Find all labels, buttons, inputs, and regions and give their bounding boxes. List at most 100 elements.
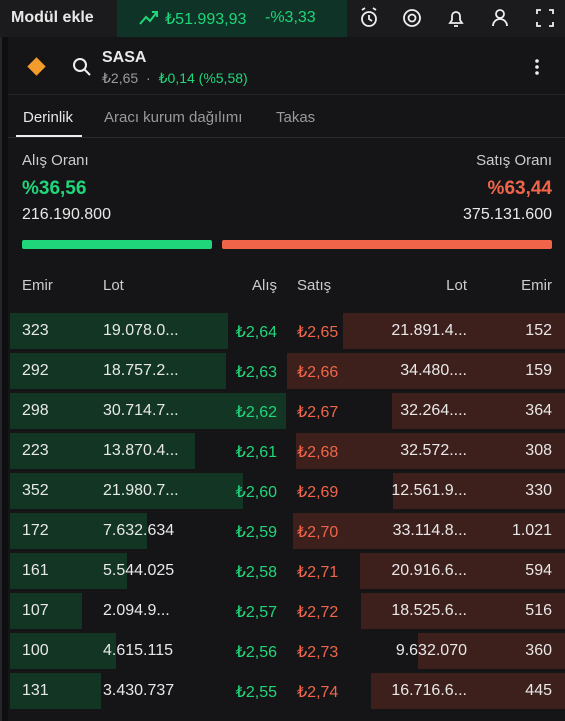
cell: 13.870.4... — [103, 442, 179, 459]
order-row: 352 21.980.7... ₺2,60 ₺2,69 12.561.9... 330 — [8, 473, 565, 509]
cell: ₺2,56 — [235, 644, 277, 661]
cell: 364 — [525, 402, 552, 419]
buy-depth-bar — [10, 393, 286, 429]
buy-depth-bar — [10, 593, 82, 629]
cell: 4.615.115 — [103, 642, 173, 659]
cell: 3.430.737 — [103, 682, 175, 699]
cell: 516 — [525, 602, 552, 619]
buy-depth-bar — [10, 473, 243, 509]
cell: 330 — [525, 482, 552, 499]
index-change: -%3,33 — [265, 9, 316, 26]
index-value: ₺51.993,93 — [165, 11, 247, 28]
buy-depth-bar — [10, 513, 147, 549]
column-header: Lot — [103, 277, 124, 294]
cell: ₺2,63 — [235, 364, 277, 381]
toolbar-icons[interactable] — [358, 6, 558, 30]
tab-active[interactable]: Derinlik — [23, 109, 74, 126]
column-header: Emir — [22, 277, 53, 294]
side-strip — [0, 37, 2, 721]
top-bar: Modül ekle ₺51.993,93 -%3,33 — [0, 0, 565, 37]
cell: 30.714.7... — [103, 402, 179, 419]
cell: ₺2,73 — [297, 644, 339, 661]
buy-depth-bar — [10, 353, 226, 389]
cell: 34.480.... — [400, 362, 467, 379]
symbol-icon — [27, 57, 46, 76]
cell: 18.757.2... — [103, 362, 179, 379]
trend-icon — [139, 11, 158, 25]
cell: 352 — [22, 482, 49, 499]
menu-icon[interactable] — [531, 57, 543, 77]
symbol[interactable]: SASA — [102, 49, 147, 66]
cell: 32.572.... — [400, 442, 467, 459]
buy-ratio-bar — [22, 240, 212, 249]
cell: 1.021 — [511, 522, 552, 539]
order-row: 161 5.544.025 ₺2,58 ₺2,71 20.916.6... 594 — [8, 553, 565, 589]
cell: 323 — [22, 322, 49, 339]
cell: 360 — [525, 642, 552, 659]
cell: 159 — [525, 362, 552, 379]
change: ₺0,14 (%5,58) — [158, 70, 248, 86]
cell: 445 — [525, 682, 552, 699]
cell: ₺2,67 — [297, 404, 339, 421]
sell-depth-bar — [293, 513, 565, 549]
cell: 161 — [22, 562, 49, 579]
cell: 21.980.7... — [103, 482, 179, 499]
cell: 292 — [22, 362, 49, 379]
cell: ₺2,74 — [297, 684, 339, 701]
search-icon[interactable] — [72, 57, 92, 77]
cell: 9.632.070 — [395, 642, 467, 659]
cell: ₺2,60 — [235, 484, 277, 501]
sell-depth-bar — [361, 593, 565, 629]
order-row: 292 18.757.2... ₺2,63 ₺2,66 34.480.... 159 — [8, 353, 565, 389]
column-header: Lot — [446, 277, 467, 294]
cell: ₺2,70 — [297, 524, 339, 541]
sell-ratio-bar — [222, 240, 552, 249]
cell: 32.264.... — [400, 402, 467, 419]
order-row: 100 4.615.115 ₺2,56 ₺2,73 9.632.070 360 — [8, 633, 565, 669]
order-row: 323 19.078.0... ₺2,64 ₺2,65 21.891.4... 152 — [8, 313, 565, 349]
sell-depth-bar — [371, 673, 565, 709]
cell: ₺2,57 — [235, 604, 277, 621]
buy-label: Alış Oranı — [22, 152, 89, 169]
tab[interactable]: Takas — [276, 109, 316, 126]
sell-depth-bar — [287, 353, 565, 389]
buy-ratio: %36,56 — [22, 178, 87, 199]
cell: 107 — [22, 602, 49, 619]
tab[interactable]: Aracı kurum dağılımı — [104, 109, 243, 126]
cell: ₺2,64 — [235, 324, 277, 341]
sell-ratio: %63,44 — [487, 178, 552, 199]
sell-depth-bar — [360, 553, 565, 589]
cell: ₺2,68 — [297, 444, 339, 461]
cell: 172 — [22, 522, 49, 539]
buy-depth-bar — [10, 673, 101, 709]
column-header: Emir — [521, 277, 552, 294]
separator: · — [146, 70, 151, 86]
cell: 594 — [525, 562, 552, 579]
sell-depth-bar — [418, 633, 565, 669]
add-module-button[interactable]: Modül ekle — [11, 9, 94, 26]
cell: 152 — [525, 322, 552, 339]
sell-depth-bar — [393, 473, 565, 509]
cell: 100 — [22, 642, 49, 659]
order-row: 131 3.430.737 ₺2,55 ₺2,74 16.716.6... 445 — [8, 673, 565, 709]
sell-label: Satış Oranı — [476, 152, 552, 169]
cell: 33.114.8... — [392, 522, 467, 539]
cell: ₺2,59 — [235, 524, 277, 541]
cell: 19.078.0... — [103, 322, 179, 339]
cell: 20.916.6... — [391, 562, 467, 579]
sell-depth-bar — [343, 313, 565, 349]
buy-depth-bar — [10, 633, 116, 669]
column-header: Satış — [297, 277, 332, 294]
cell: 21.891.4... — [391, 322, 467, 339]
cell: 223 — [22, 442, 49, 459]
cell: 2.094.9... — [103, 602, 170, 619]
order-row: 298 30.714.7... ₺2,62 ₺2,67 32.264.... 364 — [8, 393, 565, 429]
cell: 7.632.634 — [103, 522, 175, 539]
cell: ₺2,69 — [297, 484, 339, 501]
cell: ₺2,62 — [235, 404, 277, 421]
cell: 5.544.025 — [103, 562, 175, 579]
cell: 12.561.9... — [391, 482, 467, 499]
index-ticker[interactable]: ₺51.993,93 -%3,33 — [117, 0, 347, 37]
sell-depth-bar — [296, 433, 565, 469]
cell: ₺2,66 — [297, 364, 339, 381]
